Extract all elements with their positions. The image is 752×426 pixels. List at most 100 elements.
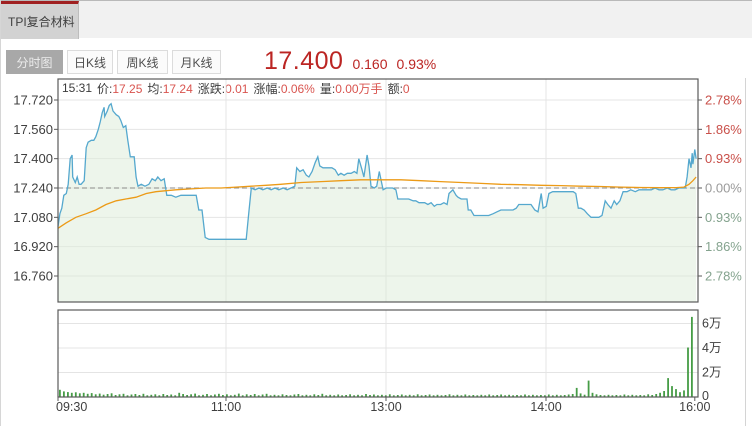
volume-bar [651,395,654,397]
volume-bar [237,393,240,397]
volume-bar [400,394,403,397]
volume-bar [384,395,387,397]
volume-bar [404,395,407,397]
volume-bar [353,395,355,397]
x-axis-label: 14:00 [530,400,561,414]
volume-bar [146,395,149,397]
volume-bar [373,394,375,397]
volume-bar [440,395,443,397]
volume-bar [245,394,248,397]
intraday-chart[interactable]: 17.720 2.78% 17.560 1.86% 17.400 0.93% 17.240 0… [1,78,752,426]
volume-bar [106,394,109,397]
y-axis-label-left: 17.560 [13,122,53,137]
right-divider [745,78,746,426]
volume-bar [122,393,125,397]
volume-bar [333,395,336,397]
volume-bar [472,395,475,397]
tab-stock-name[interactable]: TPI复合材料 [1,1,79,39]
price-header: 17.400 0.160 0.93% [264,47,436,77]
volume-bar [202,394,204,397]
volume-bar [214,394,216,397]
volume-bar [579,393,582,397]
volume-bar [357,394,359,397]
volume-bar [424,395,427,397]
y-axis-label-left: 17.240 [13,181,53,196]
volume-bar [70,392,73,397]
price-panel-frame [57,78,699,303]
volume-bar [683,390,685,397]
info-price: 价:17.25 [97,81,143,96]
tab-monthly-k-label: 月K线 [180,55,213,70]
volume-bar [571,394,574,397]
volume-bar [496,395,499,397]
volume-bar [488,394,491,397]
volume-bar [524,394,526,397]
volume-bar [126,395,129,397]
volume-bar [444,395,447,397]
volume-bar [667,378,669,397]
volume-bar [691,316,693,397]
volume-bar [635,395,638,397]
info-amount: 额:0 [387,81,410,96]
x-axis-label: 09:30 [56,400,87,414]
volume-bar [174,395,177,397]
volume-bar [591,392,594,397]
tab-daily-k[interactable]: 日K线 [67,50,113,74]
volume-bar [396,395,399,397]
volume-bar [138,395,141,397]
volume-bar [186,395,188,397]
volume-bar [59,389,61,397]
volume-bar [63,391,65,397]
volume-bar [508,394,510,397]
x-axis-label: 16:00 [679,400,710,414]
volume-bar [329,394,332,397]
info-change-pct: 涨幅:0.06% [253,81,315,96]
tab-monthly-k[interactable]: 月K线 [172,50,221,74]
tab-daily-k-label: 日K线 [73,55,106,70]
y-axis-label-right: 0.93% [705,210,742,225]
volume-bar [130,394,133,397]
stock-name-label: TPI复合材料 [8,15,75,29]
volume-bar [289,395,292,397]
volume-bar [142,393,145,397]
volume-bar [643,395,646,397]
volume-bar [341,395,343,397]
x-axis-label: 13:00 [370,400,401,414]
tab-weekly-k[interactable]: 周K线 [117,50,168,74]
volume-bar [293,394,296,397]
y-axis-label-right: 1.86% [705,239,742,254]
price-area-fill [58,103,697,302]
volume-bar [233,394,236,397]
volume-bar [361,395,363,397]
volume-bar [206,394,208,397]
volume-bar [162,394,165,397]
y-axis-label-left: 17.400 [13,151,53,166]
volume-bar [241,395,244,397]
volume-panel-frame [57,309,699,398]
info-change: 涨跌:0.01 [197,81,249,96]
volume-bar [190,394,192,397]
volume-bar [67,392,69,397]
x-axis-label: 11:00 [211,400,241,414]
volume-bar [516,395,518,397]
volume-bar [627,395,630,397]
y-axis-label-left: 16.920 [13,239,53,254]
volume-bar [464,394,467,397]
volume-bar [436,394,439,397]
tab-intraday[interactable]: 分时图 [6,50,63,74]
volume-bar [74,392,77,397]
stock-tab-strip: TPI复合材料 [1,0,752,39]
volume-bar [639,395,642,397]
volume-bar [544,395,546,397]
volume-bar [261,394,264,397]
volume-bar [428,394,431,397]
info-volume: 量:0.00万手 [319,81,383,96]
volume-bar [377,395,379,397]
volume-bar [90,393,93,397]
volume-bar [381,394,383,397]
volume-axis-label: 2万 [702,365,721,379]
volume-bar [416,394,419,397]
volume-bar [551,395,554,397]
price-change: 0.160 [352,56,388,72]
volume-bar [277,395,280,397]
